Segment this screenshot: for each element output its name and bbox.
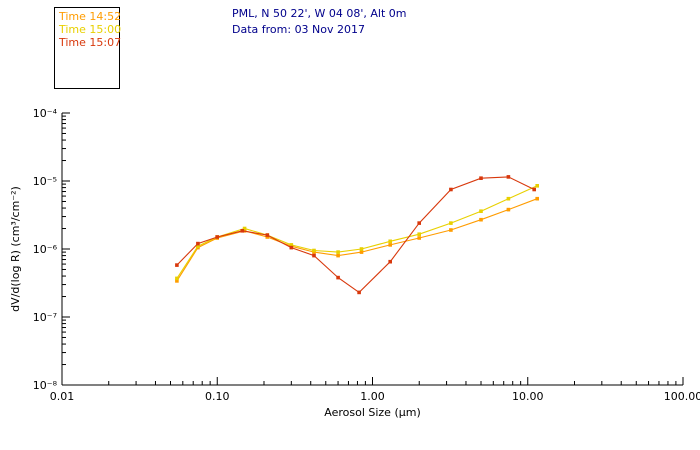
svg-text:dV/d(log R) (cm³/cm⁻²): dV/d(log R) (cm³/cm⁻²) — [9, 186, 22, 312]
chart-header: PML, N 50 22', W 04 08', Alt 0m Data fro… — [232, 6, 406, 38]
header-line-date: Data from: 03 Nov 2017 — [232, 23, 366, 36]
header-line-location: PML, N 50 22', W 04 08', Alt 0m — [232, 7, 407, 20]
svg-text:0.10: 0.10 — [205, 390, 230, 403]
chart-series-time-1507 — [175, 175, 536, 295]
svg-text:10⁻⁷: 10⁻⁷ — [33, 311, 57, 324]
svg-text:10⁻⁵: 10⁻⁵ — [33, 175, 57, 188]
chart-series-time-1500 — [175, 184, 539, 281]
legend-item-time-1500: Time 15:00 — [59, 23, 122, 36]
legend-item-time-1452: Time 14:52 — [59, 10, 122, 23]
svg-text:10⁻⁴: 10⁻⁴ — [33, 107, 58, 120]
svg-text:10.00: 10.00 — [512, 390, 544, 403]
svg-text:Aerosol Size (μm): Aerosol Size (μm) — [324, 406, 421, 419]
svg-text:1.00: 1.00 — [360, 390, 385, 403]
svg-text:100.00: 100.00 — [664, 390, 700, 403]
svg-text:0.01: 0.01 — [50, 390, 75, 403]
svg-text:10⁻⁸: 10⁻⁸ — [33, 379, 58, 392]
svg-text:10⁻⁶: 10⁻⁶ — [33, 243, 58, 256]
legend-item-time-1507: Time 15:07 — [59, 36, 122, 49]
chart-axes: 0.01 0.10 1.00 10.00 100.00 10⁻⁴ 10⁻⁵ 10⁻⁶ 10⁻⁷ 1… — [9, 107, 700, 419]
legend-box: Time 14:52 Time 15:00 Time 15:07 — [54, 7, 122, 89]
